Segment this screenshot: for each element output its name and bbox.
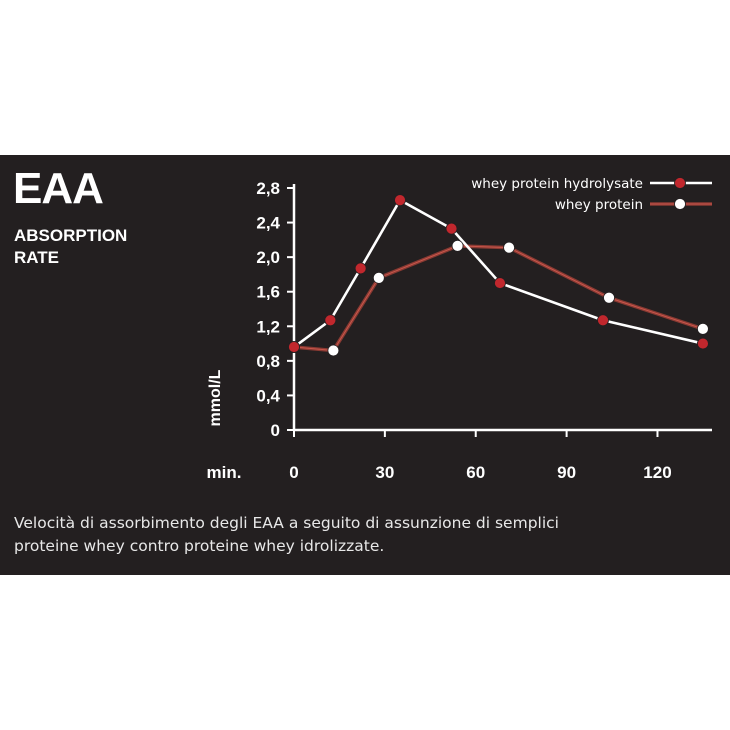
chart-subtitle: ABSORPTION RATE — [14, 225, 127, 269]
chart-title: EAA — [13, 164, 104, 213]
caption-line-2: proteine whey contro proteine whey idrol… — [14, 537, 385, 555]
x-tick-label: 120 — [643, 463, 671, 482]
y-tick-label: 1,6 — [256, 283, 280, 302]
series-line — [293, 244, 704, 353]
data-point — [394, 194, 406, 207]
legend-label: whey protein — [555, 197, 643, 213]
y-axis-label: mmol/L — [207, 369, 224, 426]
legend-label: whey protein hydrolysate — [471, 176, 643, 192]
series-line — [293, 198, 704, 349]
chart-panel — [0, 155, 730, 575]
data-point — [451, 240, 464, 252]
legend: whey protein hydrolysate whey protein — [471, 176, 712, 213]
y-tick-label: 2,8 — [256, 179, 280, 198]
data-point — [324, 314, 337, 327]
ticks: 0 0,4 0,8 1,2 1,6 2,0 2,4 2,8 0 30 60 90 120 — [256, 179, 671, 482]
series-line-highlight — [293, 245, 704, 351]
data-point — [372, 271, 385, 284]
y-tick-label: 0,4 — [256, 386, 280, 405]
y-tick-label: 0 — [271, 421, 280, 440]
data-point — [288, 341, 300, 353]
x-tick-label: 0 — [289, 463, 298, 482]
data-point — [494, 277, 506, 289]
x-tick-label: 60 — [466, 463, 485, 482]
data-point — [697, 322, 709, 335]
x-axis-label: min. — [207, 463, 242, 482]
subtitle-line-1: ABSORPTION — [14, 226, 128, 245]
data-point — [354, 262, 367, 275]
axes — [292, 184, 712, 432]
data-point — [603, 291, 615, 304]
y-tick-label: 1,2 — [256, 317, 280, 336]
legend-marker — [674, 177, 686, 189]
chart-caption: Velocità di assorbimento degli EAA a seg… — [14, 512, 724, 558]
caption-line-1: Velocità di assorbimento degli EAA a seg… — [14, 514, 559, 532]
x-tick-label: 30 — [375, 463, 394, 482]
y-tick-label: 2,4 — [256, 214, 280, 233]
data-point — [697, 337, 709, 350]
y-tick-label: 2,0 — [256, 248, 280, 267]
data-point — [445, 222, 458, 235]
y-tick-label: 0,8 — [256, 352, 280, 371]
subtitle-line-2: RATE — [14, 248, 60, 267]
data-point — [503, 241, 515, 254]
series-group — [288, 194, 709, 357]
data-point — [597, 314, 609, 327]
data-point — [327, 344, 340, 357]
x-tick-label: 90 — [557, 463, 576, 482]
legend-marker — [674, 198, 686, 210]
